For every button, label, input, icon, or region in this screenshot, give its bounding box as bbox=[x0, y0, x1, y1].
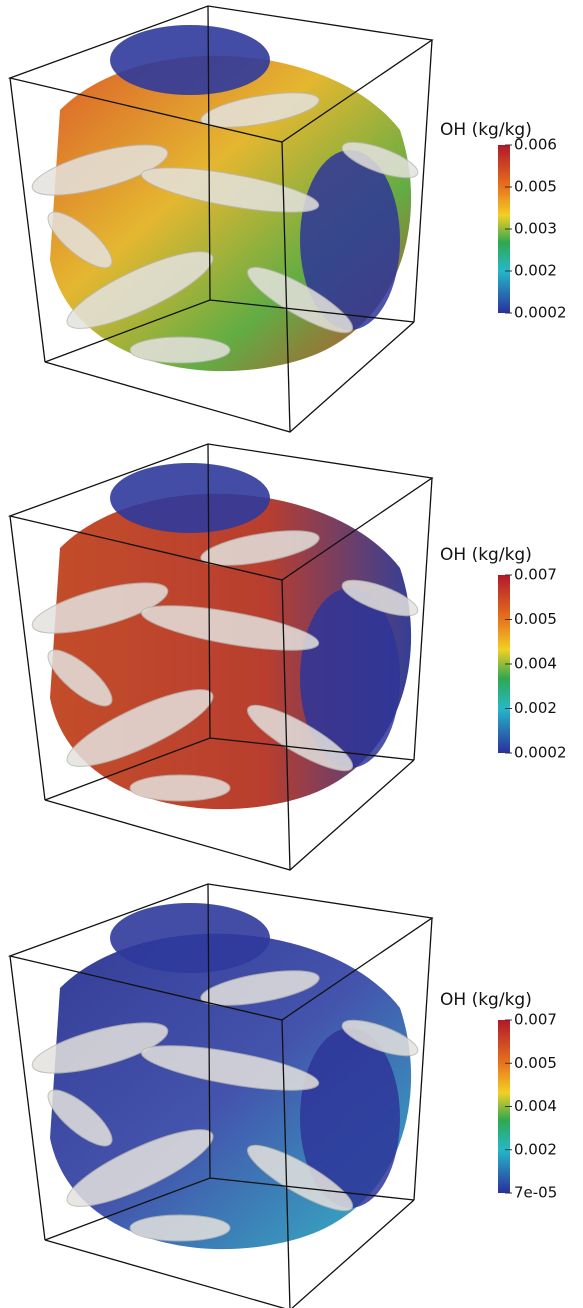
iso-surface bbox=[130, 775, 230, 801]
colorbar-tick-label: 0.006 bbox=[514, 136, 557, 154]
iso-surface bbox=[130, 1215, 230, 1241]
cube-edge bbox=[10, 78, 45, 362]
colorbar-tick-label: 0.003 bbox=[514, 220, 557, 238]
render-panel bbox=[10, 884, 432, 1308]
cube-edge bbox=[414, 40, 432, 322]
colorbar-tick-label: 0.007 bbox=[514, 566, 557, 584]
colorbar-tick-label: 0.002 bbox=[514, 262, 557, 280]
render-panel bbox=[10, 444, 432, 870]
colorbar-title: OH (kg/kg) bbox=[440, 990, 532, 1010]
colorbar-title: OH (kg/kg) bbox=[440, 545, 532, 565]
iso-surface bbox=[130, 337, 230, 363]
colorbar-tick-label: 0.004 bbox=[514, 1097, 557, 1115]
colorbar-tick-label: 0.004 bbox=[514, 655, 557, 673]
colorbar-tick-label: 0.005 bbox=[514, 610, 557, 628]
iso-surface bbox=[110, 25, 270, 95]
cube-edge bbox=[10, 516, 45, 800]
colorbar-tick-label: 0.0002 bbox=[514, 304, 567, 322]
colorbar-tick-label: 7e-05 bbox=[514, 1184, 557, 1202]
cube-edge bbox=[414, 918, 432, 1200]
colorbar-tick-label: 0.002 bbox=[514, 699, 557, 717]
colorbar-tick-label: 0.005 bbox=[514, 1054, 557, 1072]
iso-surface bbox=[110, 463, 270, 533]
colorbar-tick-label: 0.007 bbox=[514, 1011, 557, 1029]
colorbar-tick-label: 0.005 bbox=[514, 178, 557, 196]
page: OH (kg/kg) 0.006 0.005 0.003 0.002 0.0002 OH (… bbox=[0, 0, 583, 1308]
cube-edge bbox=[10, 956, 45, 1240]
render-panel bbox=[10, 6, 432, 432]
cube-edge bbox=[414, 478, 432, 760]
iso-surface bbox=[110, 903, 270, 973]
colorbar-tick-label: 0.0002 bbox=[514, 744, 567, 762]
figure: OH (kg/kg) 0.006 0.005 0.003 0.002 0.0002 OH (… bbox=[0, 0, 583, 1308]
colorbar-tick-label: 0.002 bbox=[514, 1140, 557, 1158]
